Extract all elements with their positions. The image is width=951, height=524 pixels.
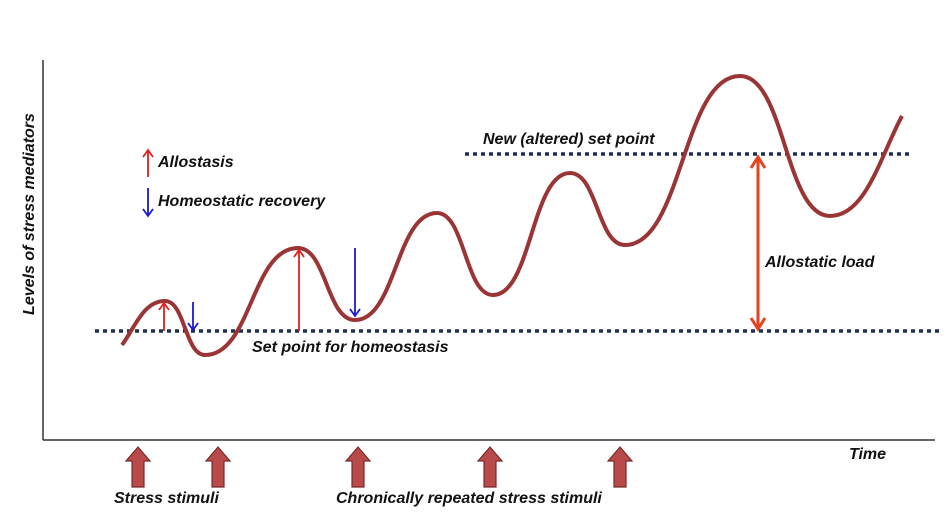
legend-allostasis: Allostasis bbox=[158, 154, 234, 171]
x-axis-label: Time bbox=[849, 446, 887, 463]
stress-stimulus-arrow-2 bbox=[204, 446, 232, 488]
allostasis-legend-icon bbox=[142, 148, 154, 177]
set-point-label: Set point for homeostasis bbox=[252, 339, 449, 356]
y-axis-label: Levels of stress mediators bbox=[21, 113, 38, 315]
stress-stimuli-label: Stress stimuli bbox=[114, 490, 219, 507]
stress-stimulus-arrow-5 bbox=[606, 446, 634, 488]
chronic-stimuli-label: Chronically repeated stress stimuli bbox=[336, 490, 602, 507]
recovery-legend-icon bbox=[142, 188, 154, 218]
recovery-arrow-2 bbox=[349, 248, 361, 318]
stress-mediator-curve bbox=[120, 73, 904, 358]
stress-stimulus-arrow-3 bbox=[344, 446, 372, 488]
new-set-point-label: New (altered) set point bbox=[483, 131, 655, 148]
legend-recovery: Homeostatic recovery bbox=[158, 193, 326, 210]
allostatic-load-label: Allostatic load bbox=[765, 254, 875, 271]
allostatic-load-arrow bbox=[749, 154, 767, 332]
recovery-arrow-1 bbox=[187, 302, 199, 332]
allostasis-arrow-1 bbox=[158, 301, 170, 331]
stress-stimulus-arrow-1 bbox=[124, 446, 152, 488]
allostasis-arrow-2 bbox=[293, 248, 305, 331]
stress-stimulus-arrow-4 bbox=[476, 446, 504, 488]
